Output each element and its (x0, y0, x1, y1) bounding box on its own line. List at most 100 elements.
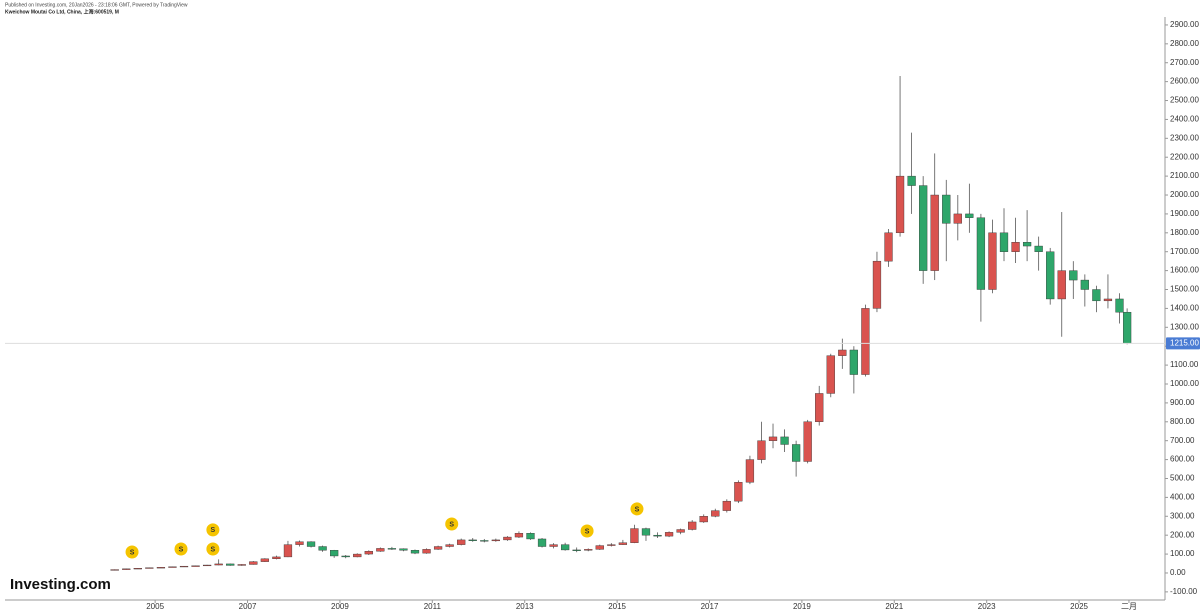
candle-body (849, 349, 858, 375)
y-tick-label: 900.00 (1170, 398, 1195, 407)
candle-body (1022, 242, 1032, 247)
candle-body (353, 553, 362, 558)
candle-body (1103, 298, 1113, 302)
y-tick-label: 1900.00 (1170, 209, 1199, 218)
candle-body (1080, 279, 1089, 290)
candle-body (387, 548, 397, 550)
candle-body (306, 541, 316, 547)
y-tick-label: 2400.00 (1170, 115, 1199, 124)
candle-body (1057, 270, 1066, 300)
candle-body (133, 568, 142, 570)
y-tick-label: 1000.00 (1170, 379, 1199, 388)
y-tick-label: 1600.00 (1170, 266, 1199, 275)
candle-body (930, 194, 939, 271)
candle-body (1046, 251, 1055, 300)
x-tick-label: 二月 (1121, 602, 1137, 611)
candle-body (607, 544, 616, 546)
candle-body (318, 546, 327, 551)
y-tick-label: 1800.00 (1170, 228, 1199, 237)
candle-body (226, 563, 235, 566)
candle-body (145, 567, 154, 569)
candle-body (872, 260, 882, 309)
y-tick-label: 2300.00 (1170, 133, 1199, 142)
candle-body (295, 541, 304, 545)
y-tick-label: 300.00 (1170, 511, 1195, 520)
candle-body (202, 564, 212, 567)
x-tick-label: 2007 (239, 602, 257, 611)
candle-body (445, 544, 454, 547)
candle-body (561, 544, 570, 551)
x-tick-label: 2015 (608, 602, 626, 611)
candle-body (953, 213, 962, 224)
candle-body (699, 516, 708, 523)
y-tick-label: 400.00 (1170, 492, 1195, 501)
dividend-marker (630, 502, 644, 516)
y-tick-label: 2500.00 (1170, 96, 1199, 105)
dividend-label: S (179, 546, 184, 553)
x-tick-label: 2025 (1070, 602, 1088, 611)
candle-body (537, 538, 547, 547)
candle-body (919, 185, 928, 271)
dividend-marker (125, 545, 139, 559)
dividend-label: S (585, 528, 590, 535)
last-price-label: 1215.00 (1170, 338, 1199, 347)
candle-body (410, 550, 420, 554)
y-tick-label: 600.00 (1170, 455, 1195, 464)
candle-body (491, 539, 500, 542)
candle-body (653, 534, 662, 537)
candle-body (722, 500, 731, 511)
candle-body (861, 308, 870, 375)
candle-body (965, 213, 974, 218)
candle-body (838, 349, 847, 356)
y-tick-label: 2600.00 (1170, 77, 1199, 86)
y-tick-label: 2200.00 (1170, 152, 1199, 161)
candle-body (330, 550, 339, 557)
candle-body (364, 551, 373, 555)
candle-body (549, 544, 558, 547)
candle-body (422, 549, 431, 554)
y-tick-label: 500.00 (1170, 474, 1195, 483)
candle-body (468, 539, 477, 541)
candle-body (664, 532, 674, 537)
x-tick-label: 2005 (146, 602, 164, 611)
candle-body (1115, 298, 1124, 313)
candle-body (895, 175, 905, 234)
dividend-marker (580, 524, 594, 538)
candle-body (399, 548, 408, 551)
candle-body (179, 565, 189, 568)
candle-body (988, 232, 997, 290)
candle-body (1069, 270, 1078, 281)
y-tick-label: 1700.00 (1170, 247, 1199, 256)
candle-body (630, 528, 639, 543)
candle-body (999, 232, 1009, 252)
x-tick-label: 2017 (701, 602, 719, 611)
candle-body (780, 436, 789, 445)
y-tick-label: 1100.00 (1170, 360, 1199, 369)
candle-body (641, 528, 651, 536)
candle-body (260, 558, 269, 562)
dividend-label: S (211, 527, 216, 534)
candle-body (584, 549, 593, 551)
x-tick-label: 2011 (424, 602, 442, 611)
candle-body (907, 175, 916, 186)
y-tick-label: 800.00 (1170, 417, 1195, 426)
candle-body (618, 542, 628, 545)
dividend-marker (206, 542, 220, 556)
candle-body (214, 563, 223, 566)
candle-body (249, 561, 258, 565)
candle-body (745, 459, 755, 483)
y-tick-label: 1500.00 (1170, 285, 1199, 294)
candle-body (514, 533, 524, 538)
candle-body (168, 566, 177, 568)
candle-body (503, 536, 512, 541)
candle-body (272, 556, 281, 560)
published-note: Published on Investing.com, 20Jan2026 - … (5, 2, 188, 8)
candle-body (768, 436, 778, 441)
y-tick-label: 2900.00 (1170, 20, 1199, 29)
candle-body (110, 569, 119, 571)
x-tick-label: 2021 (885, 602, 903, 611)
candle-body (341, 555, 350, 558)
candle-body (757, 440, 766, 460)
